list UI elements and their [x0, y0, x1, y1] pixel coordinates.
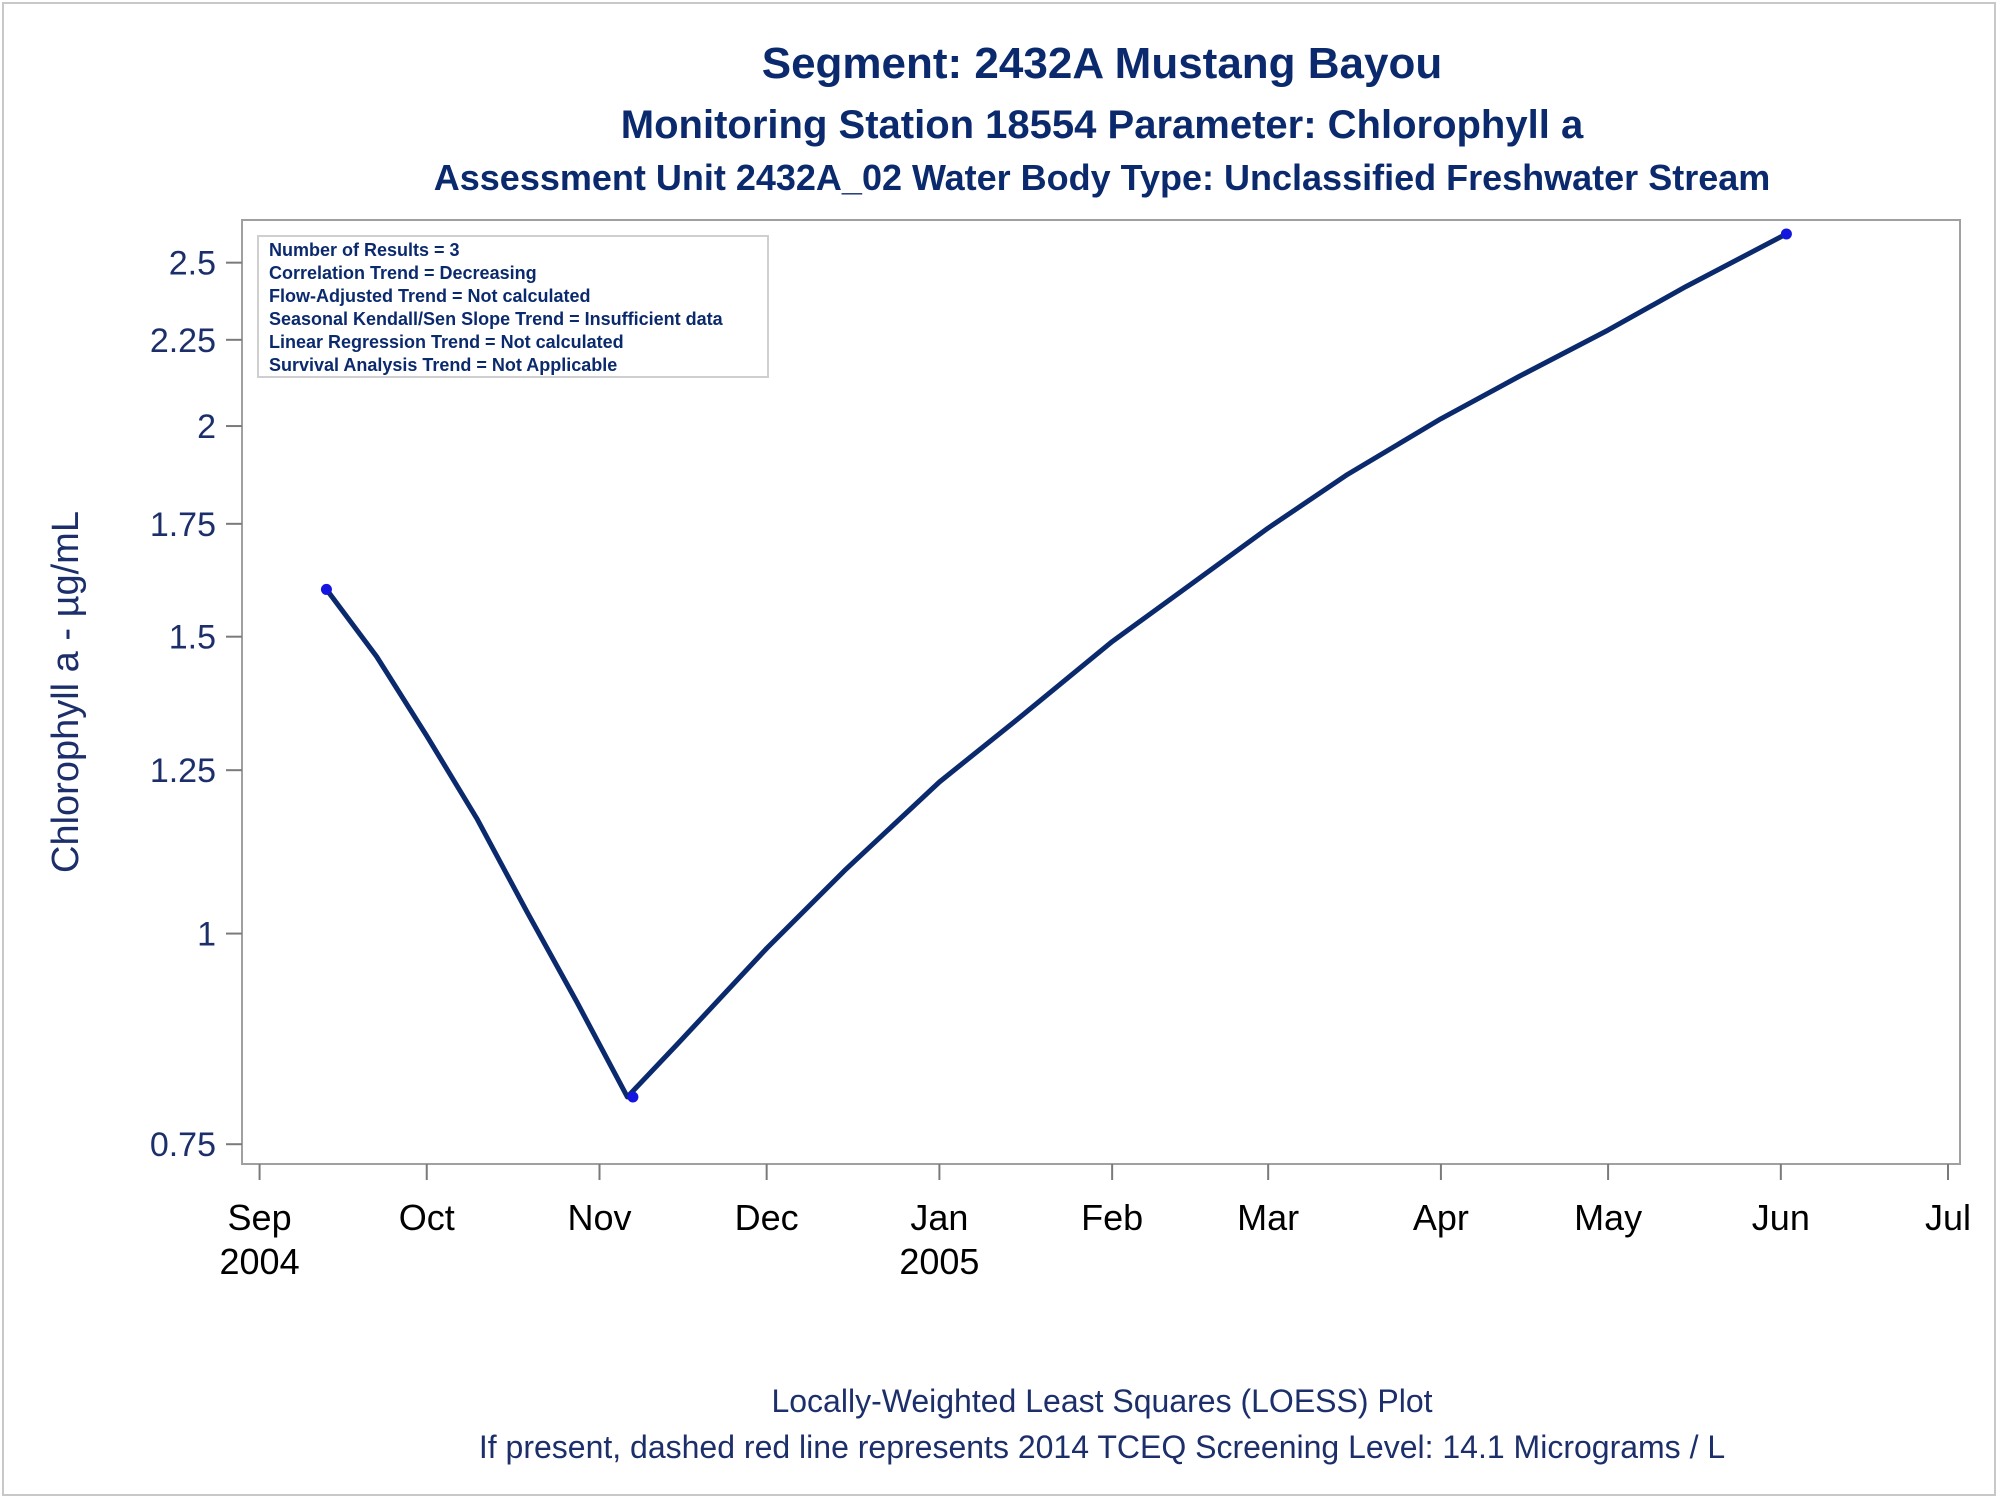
y-tick-label: 1.25 — [150, 752, 216, 790]
x-tick-label: Feb — [1081, 1197, 1143, 1238]
x-tick-label: Jul — [1925, 1197, 1971, 1238]
info-box — [257, 235, 769, 378]
series-group — [320, 228, 1792, 1103]
x-tick-label: Sep — [228, 1197, 292, 1238]
data-point — [320, 583, 332, 595]
x-tick-label: Jan — [910, 1197, 968, 1238]
info-box-line: Linear Regression Trend = Not calculated — [269, 332, 624, 352]
x-tick-year-label: 2004 — [220, 1241, 300, 1282]
y-tick-label: 0.75 — [150, 1126, 216, 1164]
footnote-screening-level: If present, dashed red line represents 2… — [479, 1429, 1725, 1465]
info-box-line: Survival Analysis Trend = Not Applicable — [269, 355, 617, 375]
x-tick-label: Dec — [735, 1197, 799, 1238]
x-tick-label: Nov — [567, 1197, 631, 1238]
info-box-line: Correlation Trend = Decreasing — [269, 263, 537, 283]
info-box-line: Flow-Adjusted Trend = Not calculated — [269, 286, 591, 306]
y-tick-label: 2 — [197, 408, 216, 446]
footnote-loess: Locally-Weighted Least Squares (LOESS) P… — [771, 1383, 1432, 1419]
x-tick-label: May — [1574, 1197, 1642, 1238]
y-axis-label: Chlorophyll a - µg/mL — [45, 511, 87, 873]
data-point — [627, 1091, 639, 1103]
y-tick-label: 2.25 — [150, 322, 216, 360]
info-box-line: Seasonal Kendall/Sen Slope Trend = Insuf… — [269, 309, 724, 329]
y-axis: 0.75 1 1.25 1.5 1.75 2 2.25 2.5 — [150, 245, 242, 1164]
plot-area — [241, 219, 1961, 1165]
x-tick-label: Mar — [1237, 1197, 1299, 1238]
y-tick-label: 2.5 — [169, 245, 216, 283]
info-box-line: Number of Results = 3 — [269, 240, 460, 260]
loess-line — [323, 231, 1789, 1100]
x-tick-label: Oct — [399, 1197, 455, 1238]
y-tick-label: 1.75 — [150, 506, 216, 544]
x-tick-label: Jun — [1752, 1197, 1810, 1238]
x-tick-year-label: 2005 — [899, 1241, 979, 1282]
info-box-lines: Number of Results = 3 Correlation Trend =… — [269, 240, 724, 375]
chart-subtitle-station: Monitoring Station 18554 Parameter: Chlo… — [621, 103, 1584, 147]
x-tick-label: Apr — [1413, 1197, 1469, 1238]
y-tick-label: 1.5 — [169, 619, 216, 657]
y-tick-label: 1 — [197, 916, 216, 954]
chart-title: Segment: 2432A Mustang Bayou — [762, 39, 1443, 88]
data-point — [1780, 228, 1792, 240]
chart-subtitle-assessment: Assessment Unit 2432A_02 Water Body Type… — [434, 157, 1771, 198]
